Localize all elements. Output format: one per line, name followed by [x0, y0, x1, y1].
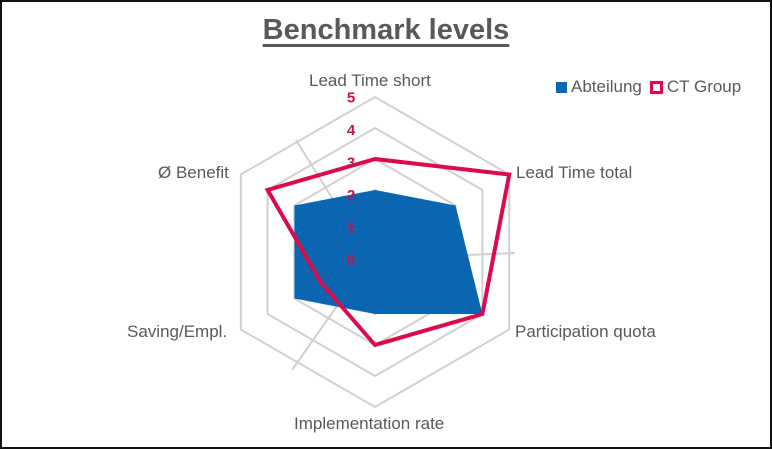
axis-label-participation-quota: Participation quota — [515, 322, 656, 341]
axis-label-lead-time-total: Lead Time total — [516, 163, 633, 182]
legend-label-abteilung: Abteilung — [571, 77, 642, 96]
radial-tick-5: 5 — [347, 90, 355, 107]
radar-series — [264, 156, 512, 348]
radial-tick-1: 1 — [347, 220, 355, 237]
axis-label-implementation-rate: Implementation rate — [294, 414, 445, 433]
legend-item-abteilung: Abteilung — [556, 77, 642, 97]
axis-label-lead-time-short: Lead Time short — [309, 71, 431, 90]
legend: Abteilung CT Group — [556, 77, 741, 97]
radial-tick-2: 2 — [347, 187, 355, 204]
legend-item-ct-group: CT Group — [649, 77, 742, 97]
radial-tick-3: 3 — [347, 155, 355, 172]
axis-label-benefit: Ø Benefit — [158, 163, 229, 182]
radial-tick-4: 4 — [347, 122, 356, 139]
series-ct-group — [264, 156, 512, 348]
axis-label-saving-empl: Saving/Empl. — [127, 322, 228, 341]
legend-swatch-ct-group — [649, 80, 663, 94]
legend-label-ct-group: CT Group — [666, 77, 742, 96]
chart-title: Benchmark levels — [262, 14, 510, 46]
radial-tick-labels: 0 1 2 3 4 5 — [347, 90, 356, 270]
series-abteilung — [294, 190, 483, 314]
radial-tick-0: 0 — [347, 252, 355, 269]
legend-swatch-abteilung — [556, 81, 567, 93]
